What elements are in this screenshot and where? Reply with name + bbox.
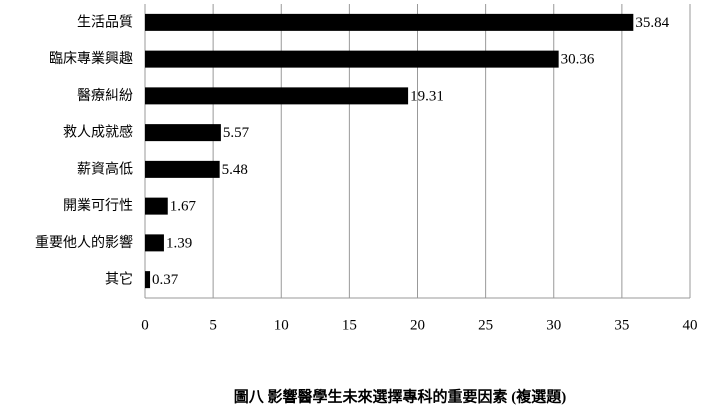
value-label: 1.67 [170,199,197,215]
y-tick-label: 生活品質 [77,14,133,30]
x-tick-label: 15 [342,317,357,333]
bar [145,50,559,68]
x-tick-label: 35 [614,317,629,333]
x-tick-label: 10 [274,317,289,333]
bar [145,271,151,289]
y-tick-label: 其它 [105,271,133,288]
y-tick-label: 薪資高低 [77,160,133,177]
y-tick-label: 救人成就感 [63,124,133,141]
x-tick-label: 30 [546,317,561,333]
bar [145,87,409,105]
value-label: 0.37 [152,272,179,288]
y-tick-label: 醫療糾紛 [77,87,133,104]
value-label: 35.84 [635,15,669,31]
x-tick-label: 5 [209,317,217,333]
value-label: 5.57 [223,125,250,141]
value-label: 30.36 [561,52,595,68]
chart-title: 圖八 影響醫學生未來選擇專科的重要因素 (複選題) [234,387,567,405]
value-label: 1.39 [166,235,192,251]
value-label: 19.31 [410,88,444,104]
x-tick-label: 25 [478,317,493,333]
value-label: 5.48 [222,162,248,178]
x-tick-label: 40 [683,317,698,333]
y-tick-label: 開業可行性 [63,198,133,214]
bar [145,197,168,215]
x-tick-label: 0 [141,317,149,333]
y-tick-label: 臨床專業興趣 [49,51,133,67]
bar [145,160,220,178]
x-tick-label: 20 [410,317,425,333]
bar [145,124,221,142]
bar [145,13,634,31]
y-tick-label: 重要他人的影響 [35,234,133,251]
bar [145,234,164,252]
